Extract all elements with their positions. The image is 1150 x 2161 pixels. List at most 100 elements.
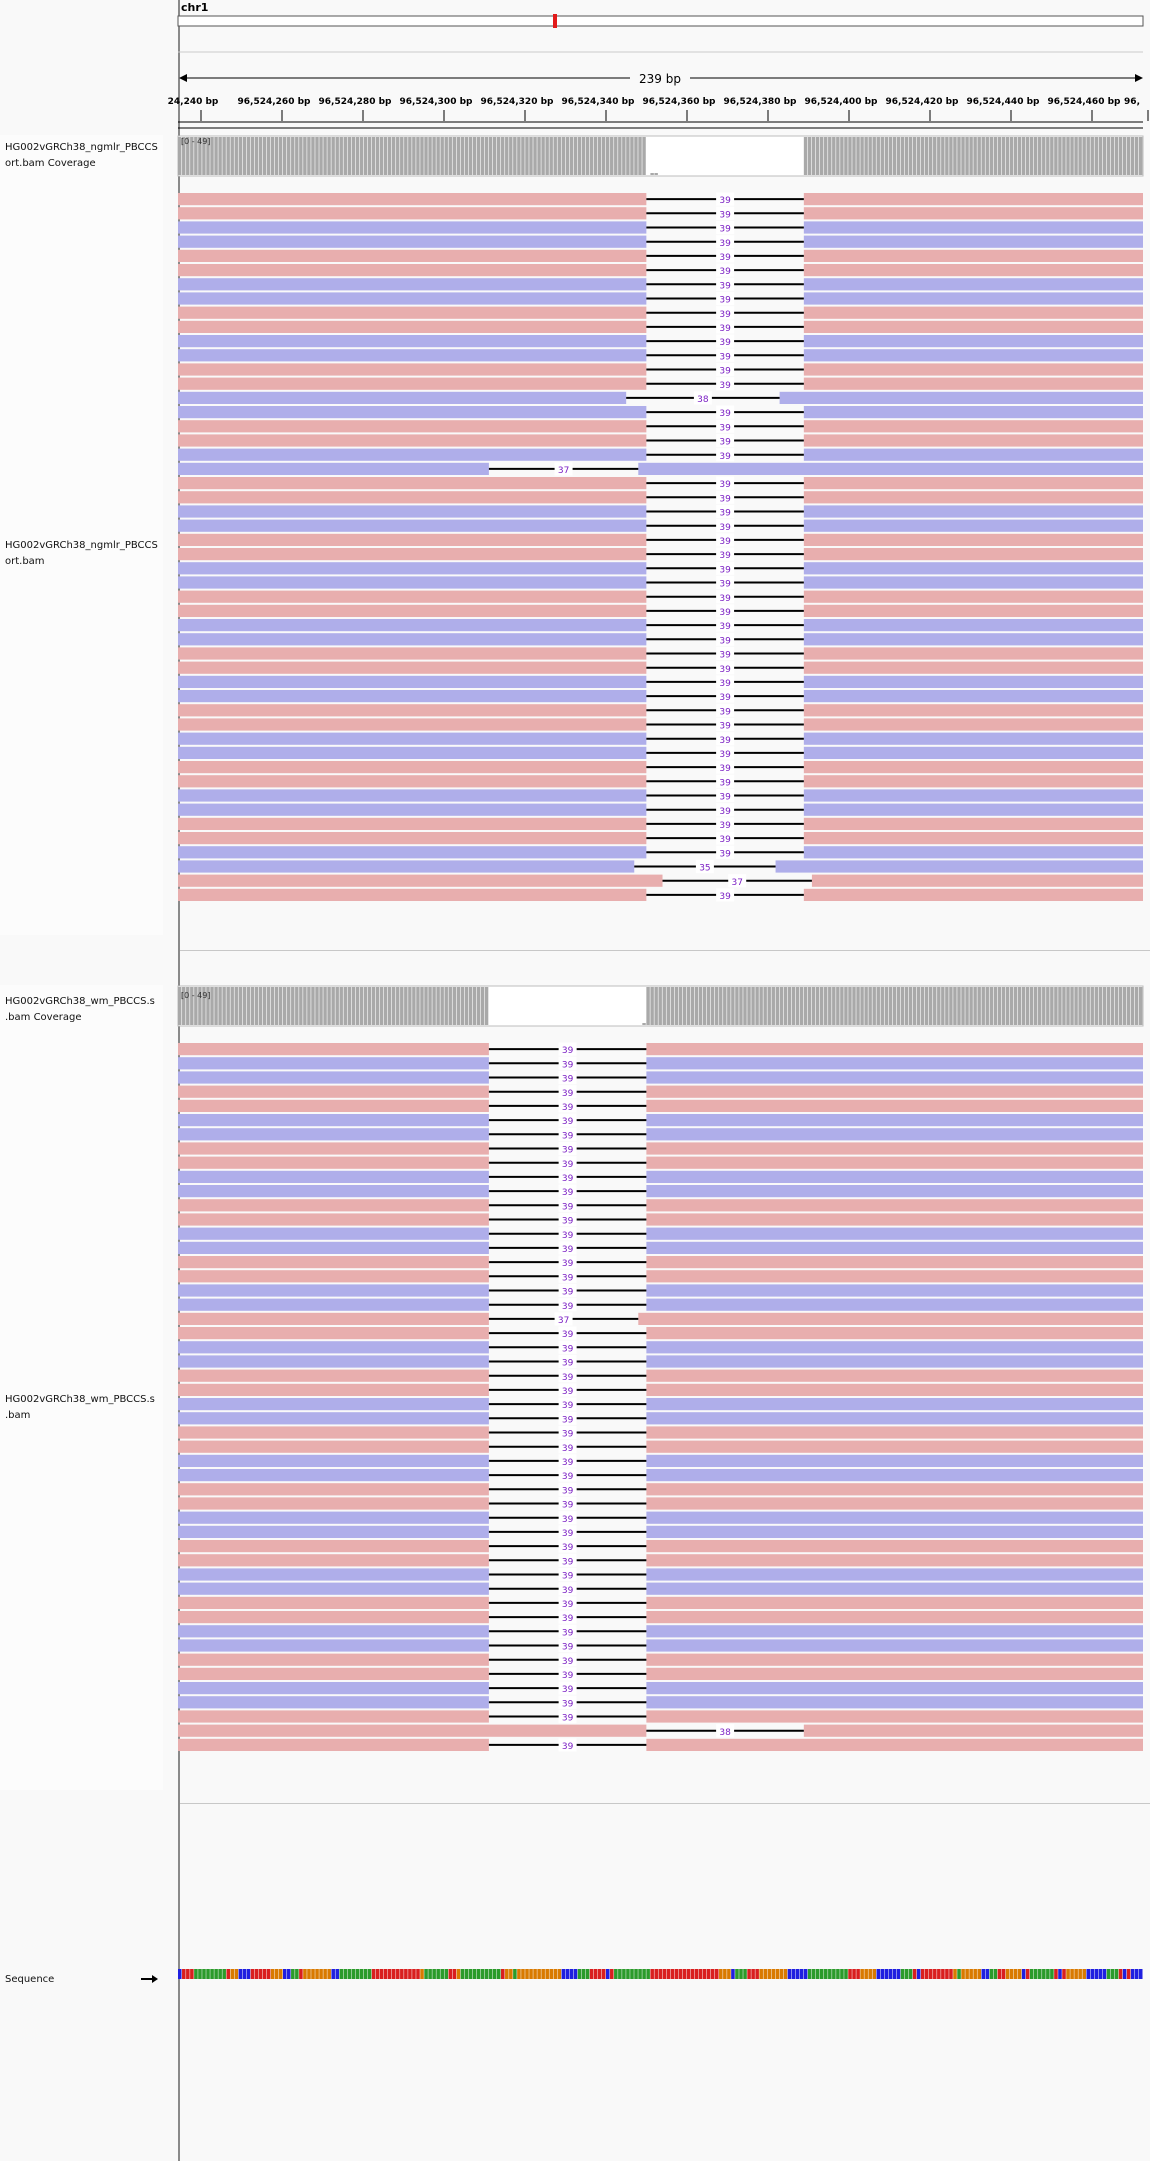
current-region-locator[interactable] [553,14,557,28]
read-row[interactable]: 39 [178,220,1143,235]
read-segment-right[interactable] [803,434,1143,447]
read-row[interactable]: 37 [178,874,1143,888]
read-segment-right[interactable] [803,576,1143,589]
read-segment-left[interactable] [178,1412,489,1425]
read-segment-left[interactable] [178,1312,489,1325]
read-segment-right[interactable] [646,1227,1143,1240]
ngmlr-coverage-track-name[interactable]: HG002vGRCh38_ngmlr_PBCCS ort.bam Coverag… [5,140,158,172]
read-segment-right[interactable] [646,1540,1143,1553]
read-row[interactable]: 39 [178,1127,1143,1142]
wm-coverage-track-name[interactable]: HG002vGRCh38_wm_PBCCS.s .bam Coverage [5,994,155,1026]
read-segment-right[interactable] [646,1071,1143,1084]
read-segment-left[interactable] [178,1454,489,1467]
read-segment-right[interactable] [803,888,1143,901]
read-row[interactable]: 39 [178,845,1143,860]
read-segment-right[interactable] [803,803,1143,816]
read-segment-left[interactable] [178,448,647,461]
read-segment-right[interactable] [803,548,1143,561]
read-row[interactable]: 38 [178,391,1143,405]
read-segment-left[interactable] [178,1511,489,1524]
read-segment-right[interactable] [646,1596,1143,1609]
read-row[interactable]: 39 [178,618,1143,633]
read-segment-right[interactable] [646,1426,1143,1439]
read-segment-left[interactable] [178,264,647,277]
read-segment-right[interactable] [803,647,1143,660]
read-segment-right[interactable] [646,1454,1143,1467]
read-segment-left[interactable] [178,1199,489,1212]
read-segment-right[interactable] [803,320,1143,333]
read-row[interactable]: 39 [178,263,1143,278]
read-row[interactable]: 39 [178,774,1143,789]
read-row[interactable]: 39 [178,1440,1143,1454]
read-row[interactable]: 39 [178,334,1143,349]
read-segment-right[interactable] [803,505,1143,518]
read-segment-right[interactable] [803,420,1143,433]
read-segment-left[interactable] [178,1398,489,1411]
read-row[interactable]: 39 [178,1638,1143,1653]
read-segment-left[interactable] [178,349,647,362]
read-segment-left[interactable] [178,1185,489,1198]
read-segment-left[interactable] [178,1611,489,1624]
read-segment-right[interactable] [803,704,1143,717]
read-row[interactable]: 39 [178,717,1143,732]
read-segment-left[interactable] [178,761,647,774]
read-row[interactable]: 39 [178,1553,1143,1568]
read-segment-left[interactable] [178,1128,489,1141]
read-segment-left[interactable] [178,690,647,703]
read-row[interactable]: 39 [178,1042,1143,1057]
read-segment-right[interactable] [803,306,1143,319]
read-segment-right[interactable] [646,1582,1143,1595]
read-segment-left[interactable] [178,1540,489,1553]
read-segment-right[interactable] [646,1611,1143,1624]
read-segment-right[interactable] [803,278,1143,291]
read-segment-right[interactable] [638,1312,1143,1325]
read-segment-left[interactable] [178,1596,489,1609]
read-segment-left[interactable] [178,846,647,859]
read-row[interactable]: 39 [178,490,1143,505]
chromosome-ideogram[interactable] [177,15,1144,27]
read-segment-left[interactable] [178,193,647,206]
ngmlr-coverage-track[interactable] [177,135,1144,177]
read-row[interactable]: 39 [178,419,1143,434]
read-segment-right[interactable] [803,533,1143,546]
read-segment-right[interactable] [646,1128,1143,1141]
read-row[interactable]: 39 [178,504,1143,519]
read-segment-left[interactable] [178,477,647,490]
read-row[interactable]: 39 [178,1653,1143,1667]
read-row[interactable]: 39 [178,1695,1143,1710]
read-segment-left[interactable] [178,462,489,475]
read-segment-right[interactable] [646,1043,1143,1056]
read-row[interactable]: 39 [178,1596,1143,1610]
read-segment-right[interactable] [803,846,1143,859]
read-row[interactable]: 39 [178,1667,1143,1681]
read-segment-right[interactable] [646,1085,1143,1098]
read-segment-left[interactable] [178,505,647,518]
read-segment-right[interactable] [646,1667,1143,1680]
read-row[interactable]: 39 [178,632,1143,647]
read-row[interactable]: 39 [178,675,1143,689]
read-row[interactable]: 39 [178,1425,1143,1440]
read-row[interactable]: 37 [178,462,1143,476]
read-row[interactable]: 39 [178,1326,1143,1341]
read-segment-right[interactable] [803,775,1143,788]
read-segment-right[interactable] [803,335,1143,348]
read-segment-right[interactable] [803,732,1143,745]
read-row[interactable]: 39 [178,817,1143,831]
read-segment-right[interactable] [803,477,1143,490]
read-segment-left[interactable] [178,633,647,646]
read-segment-right[interactable] [646,1497,1143,1510]
read-segment-left[interactable] [178,1085,489,1098]
read-segment-right[interactable] [646,1738,1143,1751]
read-row[interactable]: 39 [178,1141,1143,1156]
read-segment-right[interactable] [646,1568,1143,1581]
read-segment-left[interactable] [178,1355,489,1368]
read-segment-left[interactable] [178,278,647,291]
read-row[interactable]: 39 [178,1681,1143,1696]
read-row[interactable]: 39 [178,433,1143,448]
read-segment-right[interactable] [646,1412,1143,1425]
read-segment-right[interactable] [803,349,1143,362]
read-segment-left[interactable] [178,1738,489,1751]
read-row[interactable]: 39 [178,448,1143,462]
read-row[interactable]: 39 [178,235,1143,249]
